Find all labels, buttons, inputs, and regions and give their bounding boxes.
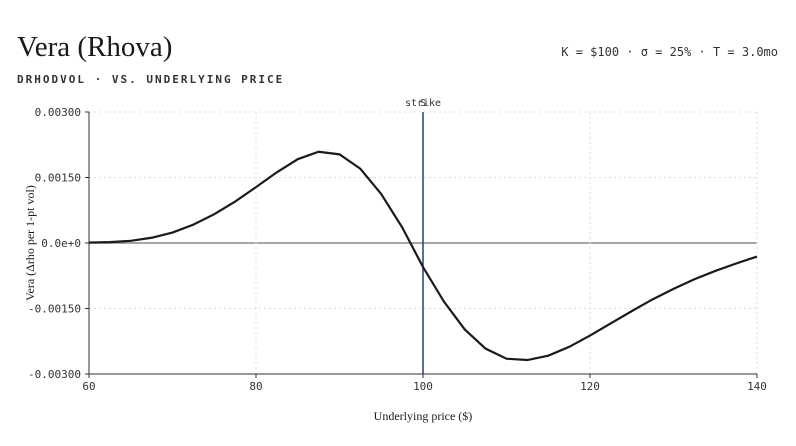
chart-subtitle: DRHODVOL · VS. UNDERLYING PRICE	[17, 73, 284, 86]
y-tick-label: 0.00300	[35, 106, 81, 119]
x-tick-label: 60	[82, 380, 95, 393]
marker-label: strike	[405, 98, 441, 109]
series-line	[88, 150, 758, 362]
x-tick-label: 80	[249, 380, 262, 393]
x-axis-label: Underlying price ($)	[374, 409, 473, 423]
parameters: K = $100 · σ = 25% · T = 3.0mo	[561, 45, 778, 59]
x-tick-label: 140	[747, 380, 767, 393]
x-tick-label: 120	[580, 380, 600, 393]
y-tick-label: -0.00300	[28, 368, 81, 381]
y-tick-label: 0.00150	[35, 172, 81, 185]
y-tick-label: 0.0e+0	[41, 237, 81, 250]
chart-title: Vera (Rhova)	[17, 31, 172, 63]
y-axis-label: Vera (Δrho per 1-pt vol)	[23, 185, 37, 301]
y-tick-label: -0.00150	[28, 303, 81, 316]
x-tick-label: 100	[413, 380, 433, 393]
marker-label: S	[420, 98, 426, 109]
